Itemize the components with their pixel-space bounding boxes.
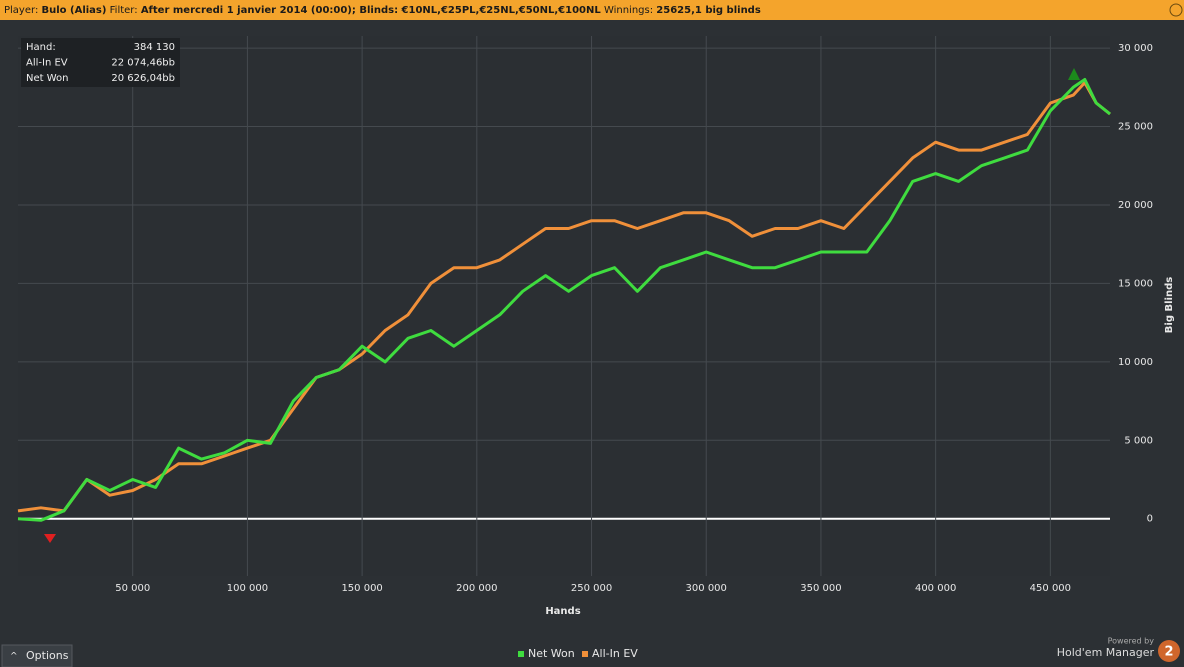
y-tick-label: 20 000 [1118,200,1153,211]
legend: Net Won All-In EV [518,647,638,660]
header-text: Player: Bulo (Alias) Filter: After mercr… [4,5,761,16]
y-tick-label: 10 000 [1118,357,1153,368]
x-axis-title: Hands [545,606,580,617]
series-line [17,81,1111,513]
options-caret: ^ [10,652,18,662]
x-tick-label: 100 000 [227,583,268,594]
y-tick-label: 25 000 [1118,122,1153,133]
header-bar [0,0,1184,20]
legend-swatch [582,651,588,657]
x-tick-label: 250 000 [571,583,612,594]
stat-value: 20 626,04bb [111,73,175,84]
series-line [17,78,1111,522]
winnings: 25625,1 big blinds [656,5,761,16]
stat-label: All-In EV [26,58,68,69]
x-tick-label: 400 000 [915,583,956,594]
stats: Hand: 384 130 All-In EV 22 074,46bb Net Won 2… [26,42,175,84]
grid: 0 5 000 10 000 15 000 20 000 25 000 30 000 50 0… [18,36,1153,594]
player: Bulo (Alias) [42,5,107,16]
low-marker [44,534,56,543]
options-button[interactable] [1,644,73,667]
y-tick-label: 5 000 [1124,435,1153,446]
options-label: Options [26,649,69,662]
stat-label: Hand: [26,42,56,53]
filter: After mercredi 1 janvier 2014 (00:00); B… [141,5,602,16]
brand-version: 2 [1164,645,1173,660]
y-tick-label: 30 000 [1118,43,1153,54]
x-tick-label: 200 000 [456,583,497,594]
legend-swatch [518,651,524,657]
x-tick-label: 350 000 [800,583,841,594]
powered-by: Powered by [1108,637,1155,646]
y-tick-label: 0 [1147,514,1153,525]
y-axis-title: Big Blinds [1164,277,1175,333]
stat-value: 384 130 [134,42,175,53]
x-tick-label: 300 000 [686,583,727,594]
filter-label: Filter: [110,5,138,16]
brand-logo [1158,640,1180,662]
y-tick-label: 15 000 [1118,278,1153,289]
lines [17,78,1111,522]
x-tick-label: 150 000 [341,583,382,594]
x-tick-label: 450 000 [1030,583,1071,594]
legend-label: Net Won [528,647,575,660]
close-button[interactable] [1169,3,1183,17]
stat-label: Net Won [26,73,69,84]
player-label: Player: [4,5,38,16]
peak-marker [1068,68,1080,80]
winnings-label: Winnings: [604,5,653,16]
stat-value: 22 074,46bb [111,58,175,69]
x-tick-label: 50 000 [115,583,150,594]
legend-label: All-In EV [592,647,638,660]
stats-box [21,38,180,87]
plot-area [18,36,1110,576]
brand: Hold'em Manager [1057,646,1155,659]
